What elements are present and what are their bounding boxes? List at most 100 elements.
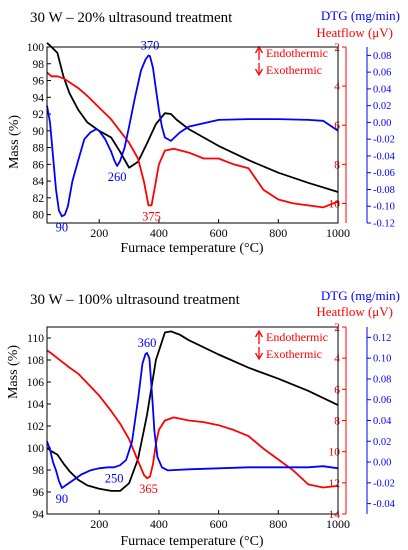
chart-1-dtg-tick-label: 0.02 — [373, 101, 391, 112]
chart-2-series-heatflow — [46, 349, 339, 489]
chart-1-dtg-tick-label: -0.12 — [373, 219, 395, 230]
chart-2-series-dtg — [46, 352, 339, 489]
chart-1-mass-tick-label: 92 — [33, 109, 45, 121]
chart-1-series-heatflow — [46, 71, 339, 209]
chart-1-title: 30 W – 20% ultrasound treatment — [30, 10, 233, 26]
chart-2-heatflow-tick-label: 8 — [334, 416, 340, 428]
chart-2-peak-label: 250 — [105, 471, 124, 485]
chart-2-title: 30 W – 100% ultrasound treatment — [30, 292, 241, 308]
chart-2-mass-tick-label: 96 — [33, 487, 45, 499]
chart-1-series — [46, 42, 339, 218]
chart-1-x-tick-label: 200 — [90, 226, 108, 240]
chart-2-dtg-tick-label: -0.04 — [373, 499, 396, 510]
chart-2-annotations: 90 250 360 365 — [56, 336, 158, 506]
chart-2-x-tick-label: 1000 — [326, 517, 350, 531]
chart-1-x-tick-label: 1000 — [326, 226, 350, 240]
chart-1-heatflow-axis-title: Heatflow (μV) — [316, 25, 393, 40]
chart-2-mass-tick-label: 110 — [27, 333, 44, 345]
chart-2-mass-tick-label: 102 — [27, 421, 45, 433]
chart-2-mass-tick-label: 94 — [33, 509, 45, 521]
chart-1-heatflow-tick-label: 10 — [329, 198, 341, 210]
chart-2-x-tick-label: 400 — [150, 517, 168, 531]
chart-1-mass-tick-label: 100 — [27, 42, 45, 54]
chart-1-dtg-tick-label: -0.04 — [373, 151, 396, 162]
chart-1-dtg-tick-label: -0.06 — [373, 168, 395, 179]
chart-2-heatflow-tick-label: 14 — [329, 509, 341, 521]
chart-2-dtg-tick-label: 0.04 — [373, 416, 392, 427]
chart-2-legend-exothermic: Exothermic — [266, 347, 322, 361]
chart-1-mass-tick-label: 84 — [33, 176, 45, 188]
chart-1-xlabel: Furnace temperature (°C) — [120, 241, 264, 256]
chart-2-ylabel-mass: Mass (%) — [6, 345, 21, 399]
chart-panel-1: 30 W – 20% ultrasound treatment DTG (mg/… — [7, 8, 400, 256]
chart-2-heatflow-tick-label: 2 — [334, 322, 340, 334]
chart-1-series-dtg — [46, 54, 339, 218]
chart-2-peak-label: 90 — [56, 492, 69, 506]
chart-1-heatflow-tick-label: 6 — [334, 120, 340, 132]
chart-1-mass-tick-label: 98 — [33, 59, 45, 71]
chart-1-ylabel-mass: Mass (%) — [7, 115, 22, 169]
chart-1-dtg-tick-label: -0.02 — [373, 135, 395, 146]
chart-2-x-tick-label: 200 — [90, 517, 108, 531]
chart-2-peak-label: 360 — [138, 336, 157, 350]
chart-1-mass-tick-label: 96 — [33, 76, 45, 88]
chart-2-dtg-tick-label: 0.00 — [373, 458, 391, 469]
chart-1-mass-tick-label: 88 — [33, 143, 45, 155]
exothermic-arrow-icon — [254, 347, 264, 361]
chart-1-dtg-tick-label: 0.00 — [373, 118, 391, 129]
chart-2-mass-tick-label: 106 — [27, 377, 45, 389]
chart-2-mass-tick-label: 98 — [33, 465, 45, 477]
exothermic-arrow-icon — [254, 63, 264, 77]
endothermic-arrow-icon — [254, 329, 264, 344]
chart-1-mass-tick-label: 82 — [33, 193, 45, 205]
chart-1-dtg-tick-label: -0.08 — [373, 185, 395, 196]
chart-2-dtg-tick-label: 0.02 — [373, 437, 391, 448]
chart-2-plot-frame — [46, 326, 339, 515]
chart-1-mass-tick-label: 86 — [33, 159, 45, 171]
chart-1-dtg-tick-label: 0.06 — [373, 68, 391, 79]
chart-1-heatflow-tick-label: 8 — [334, 159, 340, 171]
chart-2-x-tick-label: 800 — [269, 517, 287, 531]
chart-2-mass-tick-label: 100 — [27, 443, 45, 455]
chart-2-series — [46, 330, 339, 492]
chart-2-heatflow-tick-label: 12 — [329, 478, 341, 490]
chart-1-dtg-axis-title: DTG (mg/min) — [321, 8, 400, 23]
chart-2-dtg-tick-label: 0.06 — [373, 395, 391, 406]
chart-2-dtg-tick-label: 0.12 — [373, 333, 391, 344]
chart-1-x-tick-label: 400 — [150, 226, 168, 240]
chart-1-heatflow-tick-label: 2 — [334, 42, 340, 54]
chart-2-axes: 200 400 600 800 1000949698100102104106108110… — [27, 322, 396, 531]
chart-1-peak-label: 375 — [142, 209, 161, 223]
chart-2-mass-tick-label: 108 — [27, 355, 45, 367]
chart-1-peak-label: 260 — [108, 170, 127, 184]
chart-1-mass-tick-label: 94 — [33, 92, 45, 104]
chart-1-x-tick-label: 600 — [210, 226, 228, 240]
chart-2-heatflow-tick-label: 4 — [334, 353, 340, 365]
chart-1-plot-frame — [46, 46, 339, 224]
chart-2-dtg-tick-label: 0.08 — [373, 374, 391, 385]
chart-1-peak-label: 90 — [56, 220, 69, 234]
chart-2-x-tick-label: 600 — [210, 517, 228, 531]
chart-2-dtg-axis-title: DTG (mg/min) — [321, 288, 400, 303]
chart-1-heatflow-tick-label: 4 — [334, 81, 340, 93]
chart-1-legend: Endothermic Exothermic — [254, 45, 328, 77]
chart-1-mass-tick-label: 80 — [33, 210, 45, 222]
chart-2-heatflow-axis-title: Heatflow (μV) — [316, 304, 393, 319]
chart-1-peak-label: 370 — [141, 38, 160, 52]
chart-2-heatflow-tick-label: 10 — [329, 447, 341, 459]
chart-2-peak-label: 365 — [139, 482, 158, 496]
chart-1-x-tick-label: 800 — [269, 226, 287, 240]
chart-2-xlabel: Furnace temperature (°C) — [120, 534, 264, 549]
chart-1-dtg-tick-label: -0.10 — [373, 202, 395, 213]
chart-1-series-mass — [46, 42, 339, 193]
chart-2-mass-tick-label: 104 — [27, 399, 45, 411]
chart-1-annotations: 90 260 370 375 — [56, 38, 161, 234]
endothermic-arrow-icon — [254, 45, 264, 60]
chart-1-dtg-tick-label: 0.08 — [373, 51, 391, 62]
chart-2-dtg-tick-label: -0.02 — [373, 478, 395, 489]
chart-1-dtg-tick-label: 0.04 — [373, 84, 392, 95]
chart-2-legend: Endothermic Exothermic — [254, 329, 328, 361]
chart-2-legend-endothermic: Endothermic — [266, 330, 328, 344]
